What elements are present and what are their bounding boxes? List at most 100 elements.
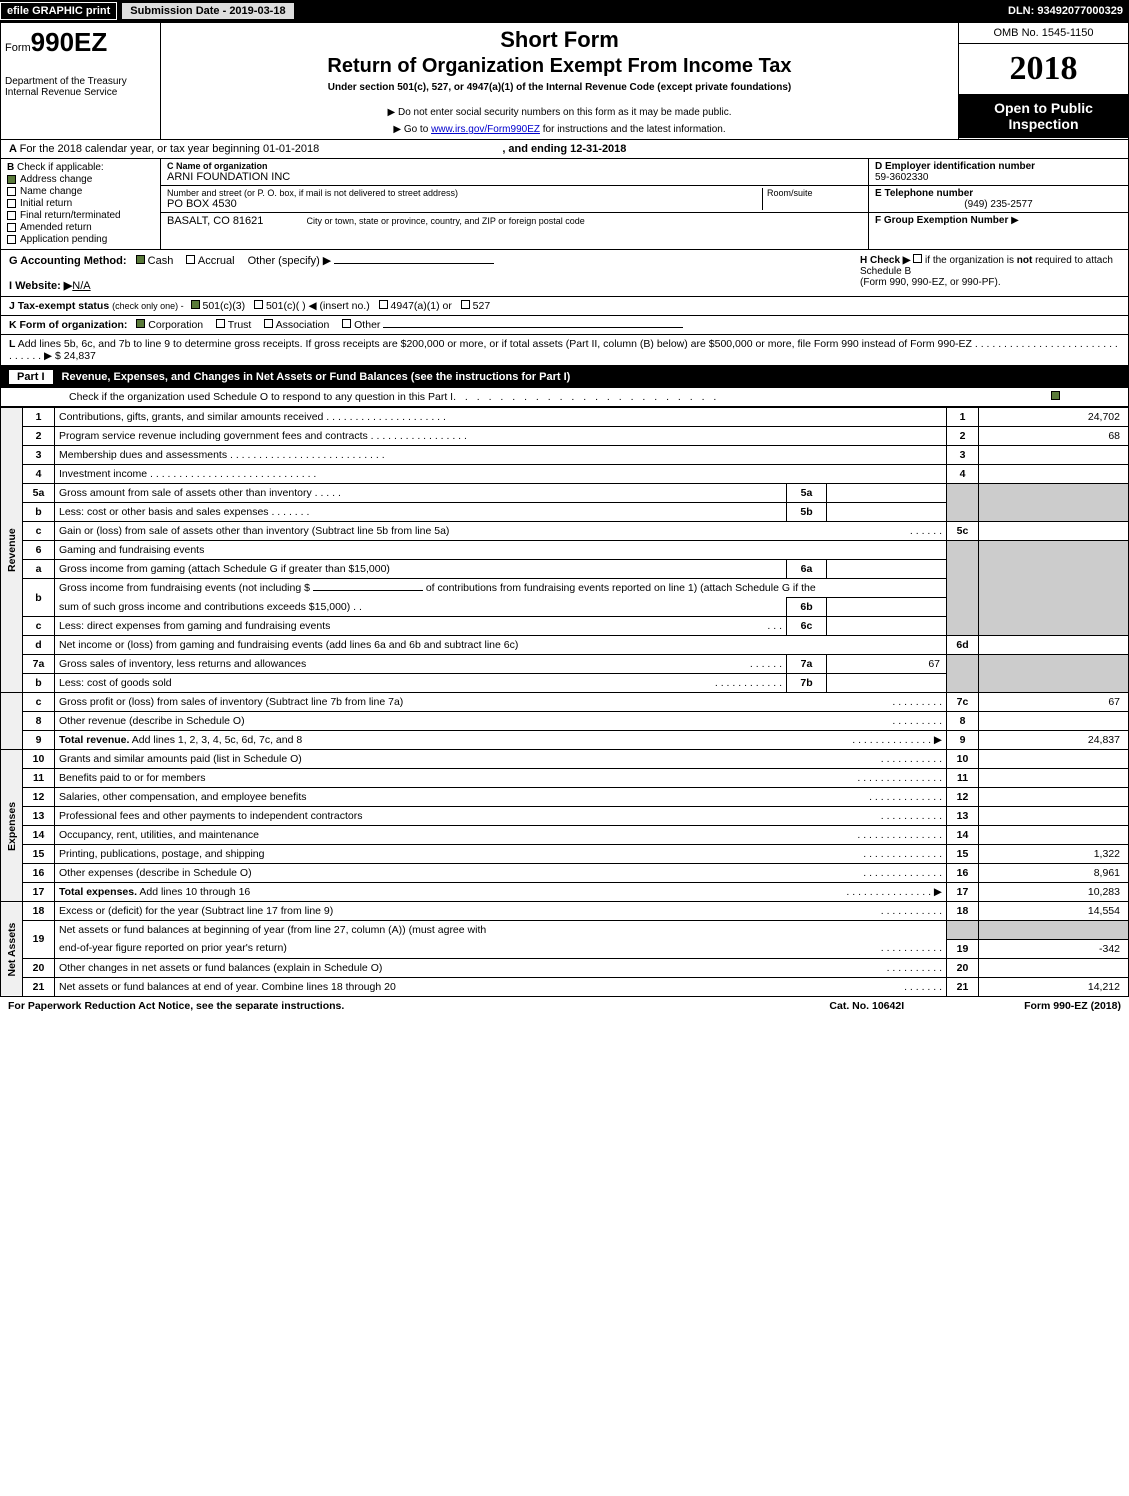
line-desc: Gross amount from sale of assets other t… [55, 484, 787, 503]
chk-initial[interactable] [7, 199, 16, 208]
line-amt: 8,961 [979, 864, 1129, 883]
header-left: Form990EZ Department of the Treasury Int… [1, 23, 161, 139]
k-assoc: Association [276, 319, 330, 331]
chk-corp[interactable] [136, 319, 145, 328]
line-amt [979, 712, 1129, 731]
address-change-label: Address change [20, 174, 92, 185]
line-amt [979, 750, 1129, 769]
line-desc: Less: direct expenses from gaming and fu… [55, 617, 787, 636]
col-a-right: D Employer identification number 59-3602… [868, 159, 1128, 249]
accrual-label: Accrual [198, 255, 235, 267]
city-label: City or town, state or province, country… [306, 216, 584, 226]
omb-number: OMB No. 1545-1150 [959, 23, 1128, 44]
e-label: E Telephone number [875, 188, 973, 199]
line-ref: 18 [947, 902, 979, 921]
chk-final[interactable] [7, 211, 16, 220]
table-row: 19 Net assets or fund balances at beginn… [1, 921, 1129, 940]
chk-amended[interactable] [7, 223, 16, 232]
line-ref: 3 [947, 446, 979, 465]
line-desc: Gross income from fundraising events (no… [55, 579, 947, 598]
line-desc: Net income or (loss) from gaming and fun… [55, 636, 947, 655]
chk-h[interactable] [913, 254, 922, 263]
table-row: Expenses 10 Grants and similar amounts p… [1, 750, 1129, 769]
table-row: 3 Membership dues and assessments . . . … [1, 446, 1129, 465]
table-row: d Net income or (loss) from gaming and f… [1, 636, 1129, 655]
line-desc: Program service revenue including govern… [55, 427, 947, 446]
footer-left: For Paperwork Reduction Act Notice, see … [8, 1000, 344, 1012]
chk-address[interactable] [7, 175, 16, 184]
chk-527[interactable] [461, 300, 470, 309]
line-desc: Grants and similar amounts paid (list in… [55, 750, 947, 769]
k-label: K Form of organization: [9, 319, 127, 331]
form-number: Form990EZ [5, 27, 156, 58]
top-bar: efile GRAPHIC print Submission Date - 20… [0, 0, 1129, 22]
j-4947: 4947(a)(1) or [391, 300, 452, 312]
line-num: 9 [23, 731, 55, 750]
f-cell: F Group Exemption Number ▶ [869, 213, 1128, 228]
line-ref: 4 [947, 465, 979, 484]
part1-header: Part I Revenue, Expenses, and Changes in… [0, 366, 1129, 388]
ssn-note: ▶ Do not enter social security numbers o… [165, 107, 954, 118]
table-row: 20 Other changes in net assets or fund b… [1, 958, 1129, 977]
k-row: K Form of organization: Corporation Trus… [1, 315, 1128, 334]
line-ref: 19 [947, 939, 979, 958]
table-row: 8 Other revenue (describe in Schedule O)… [1, 712, 1129, 731]
line-num: 11 [23, 769, 55, 788]
line-amt: 24,702 [979, 408, 1129, 427]
irs-link[interactable]: www.irs.gov/Form990EZ [431, 124, 540, 135]
line-amt [979, 446, 1129, 465]
line-num: c [23, 522, 55, 541]
netassets-side-label: Net Assets [1, 902, 23, 997]
chk-501c3[interactable] [191, 300, 200, 309]
line-amt [979, 522, 1129, 541]
irs-label: Internal Revenue Service [5, 87, 156, 98]
f-arrow: ▶ [1011, 215, 1019, 226]
sub-num: 7b [787, 674, 827, 693]
chk-other-org[interactable] [342, 319, 351, 328]
line-amt [979, 788, 1129, 807]
sub-num: 6c [787, 617, 827, 636]
chk-trust[interactable] [216, 319, 225, 328]
chk-cash[interactable] [136, 255, 145, 264]
dept-treasury: Department of the Treasury [5, 76, 156, 87]
table-row: 21 Net assets or fund balances at end of… [1, 977, 1129, 996]
line-amt [979, 465, 1129, 484]
line-num: 19 [23, 921, 55, 959]
chk-part1-scho[interactable] [1051, 391, 1060, 400]
initial-return-label: Initial return [20, 198, 72, 209]
line-ref: 15 [947, 845, 979, 864]
line-amt: 24,837 [979, 731, 1129, 750]
line-num: c [23, 693, 55, 712]
line-desc: Gross profit or (loss) from sales of inv… [55, 693, 947, 712]
line-desc: Other expenses (describe in Schedule O).… [55, 864, 947, 883]
line-ref: 20 [947, 958, 979, 977]
line-num: b [23, 579, 55, 617]
chk-4947[interactable] [379, 300, 388, 309]
line-desc: Printing, publications, postage, and shi… [55, 845, 947, 864]
chk-pending[interactable] [7, 235, 16, 244]
j-501c: 501(c)( ) ◀ (insert no.) [266, 300, 370, 312]
line-ref: 1 [947, 408, 979, 427]
line-desc: Gross income from gaming (attach Schedul… [55, 560, 787, 579]
sub-val [827, 560, 947, 579]
chk-accrual[interactable] [186, 255, 195, 264]
note2-pre: ▶ Go to [393, 124, 431, 135]
line-num: 12 [23, 788, 55, 807]
line-num: 16 [23, 864, 55, 883]
chk-name[interactable] [7, 187, 16, 196]
org-city: BASALT, CO 81621 [167, 215, 263, 227]
line-desc: Gain or (loss) from sale of assets other… [55, 522, 947, 541]
k-trust: Trust [228, 319, 252, 331]
main-table: Revenue 1 Contributions, gifts, grants, … [0, 407, 1129, 997]
line-amt [979, 636, 1129, 655]
j-501c3: 501(c)(3) [202, 300, 245, 312]
ein: 59-3602330 [875, 172, 1122, 183]
i-label: I Website: ▶ [9, 280, 72, 292]
table-row: 12 Salaries, other compensation, and emp… [1, 788, 1129, 807]
line-ref: 2 [947, 427, 979, 446]
chk-assoc[interactable] [264, 319, 273, 328]
line-num: 3 [23, 446, 55, 465]
chk-501c[interactable] [254, 300, 263, 309]
j-row: J Tax-exempt status (check only one) - 5… [1, 296, 1128, 315]
form-header: Form990EZ Department of the Treasury Int… [0, 22, 1129, 140]
